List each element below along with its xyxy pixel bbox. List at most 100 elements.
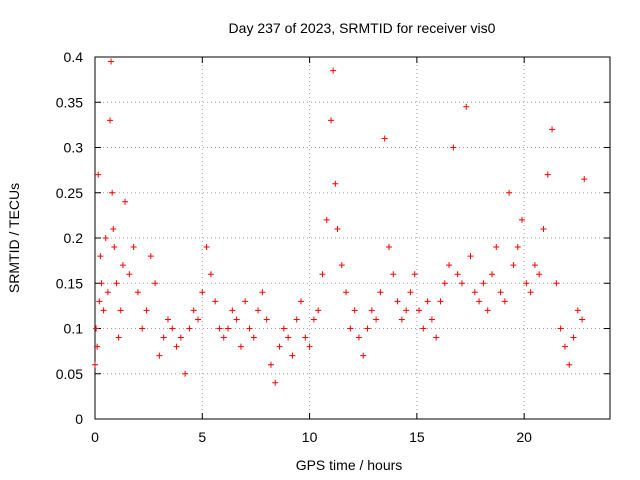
data-point: [102, 235, 109, 241]
data-point: [220, 334, 227, 341]
data-point: [574, 307, 581, 314]
data-point: [450, 144, 457, 151]
x-tick-label: 0: [91, 429, 99, 445]
data-point: [476, 298, 483, 305]
data-point: [581, 176, 588, 183]
data-point: [263, 316, 270, 323]
data-point: [92, 361, 98, 368]
data-point: [544, 171, 551, 178]
data-point: [95, 171, 102, 178]
data-point: [471, 289, 478, 296]
data-point: [493, 244, 500, 251]
data-point: [139, 325, 146, 332]
data-point: [514, 244, 521, 251]
data-point: [156, 352, 163, 359]
data-point: [104, 289, 111, 296]
data-point: [385, 244, 392, 251]
data-point: [237, 343, 244, 350]
data-point: [306, 343, 313, 350]
data-point: [152, 280, 159, 287]
data-point: [164, 316, 171, 323]
data-point: [130, 244, 137, 251]
data-point: [390, 271, 397, 278]
data-point: [377, 289, 384, 296]
data-point: [323, 216, 330, 223]
data-point: [100, 307, 107, 314]
y-tick-label: 0.4: [64, 49, 84, 65]
data-point: [147, 253, 154, 260]
data-point: [467, 253, 474, 260]
data-point: [117, 307, 124, 314]
data-point: [94, 343, 101, 350]
data-point: [368, 307, 375, 314]
data-point: [424, 298, 431, 305]
data-point: [143, 307, 150, 314]
data-point: [403, 307, 410, 314]
x-tick-label: 15: [409, 429, 425, 445]
data-point: [463, 103, 470, 110]
data-point: [458, 280, 465, 287]
data-point: [182, 370, 189, 377]
data-point: [267, 361, 274, 368]
data-point: [360, 352, 367, 359]
y-tick-label: 0.35: [56, 94, 83, 110]
x-tick-label: 5: [198, 429, 206, 445]
data-point: [315, 307, 322, 314]
data-point: [289, 352, 296, 359]
data-point: [441, 280, 448, 287]
data-point: [531, 262, 538, 269]
x-tick-label: 20: [516, 429, 532, 445]
data-point: [225, 325, 232, 332]
data-point: [553, 280, 560, 287]
y-tick-label: 0.15: [56, 275, 83, 291]
data-point: [242, 298, 249, 305]
data-point: [527, 289, 534, 296]
data-point: [233, 316, 240, 323]
data-point: [259, 289, 266, 296]
data-point: [310, 316, 317, 323]
data-point: [497, 289, 504, 296]
chart-title: Day 237 of 2023, SRMTID for receiver vis…: [229, 20, 496, 36]
data-point: [446, 262, 453, 269]
data-point: [255, 307, 262, 314]
data-point: [561, 343, 568, 350]
data-point: [216, 325, 223, 332]
data-point: [549, 126, 556, 133]
data-point: [207, 271, 214, 278]
data-point: [506, 189, 513, 196]
data-point: [540, 225, 547, 232]
data-point: [107, 117, 114, 124]
data-point: [433, 334, 440, 341]
data-point: [96, 298, 103, 305]
data-point: [394, 298, 401, 305]
y-tick-label: 0.2: [64, 230, 84, 246]
data-point: [119, 262, 126, 269]
data-point: [302, 334, 309, 341]
data-point: [454, 271, 461, 278]
data-point: [536, 271, 543, 278]
data-point: [398, 316, 405, 323]
y-tick-label: 0.3: [64, 140, 84, 156]
y-axis-label: SRMTID / TECUs: [6, 183, 22, 293]
points-layer: [92, 58, 588, 386]
data-point: [420, 325, 427, 332]
y-tick-label: 0.1: [64, 321, 84, 337]
data-point: [437, 298, 444, 305]
data-point: [407, 289, 414, 296]
data-point: [319, 271, 326, 278]
data-point: [332, 180, 339, 187]
grid-layer: [95, 57, 610, 419]
data-point: [364, 325, 371, 332]
data-point: [343, 289, 350, 296]
axis-layer: 0 0.05 0.1 0.15 0.2 0.25 0.3 0.35 0.4 0 5 10 15 20: [56, 49, 611, 445]
data-point: [280, 325, 287, 332]
data-point: [272, 379, 279, 386]
data-point: [510, 262, 517, 269]
data-point: [250, 334, 257, 341]
data-point: [195, 316, 201, 323]
data-point: [98, 280, 105, 287]
data-point: [134, 289, 141, 296]
data-point: [177, 334, 184, 341]
y-tick-label: 0.25: [56, 185, 83, 201]
data-point: [484, 307, 491, 314]
